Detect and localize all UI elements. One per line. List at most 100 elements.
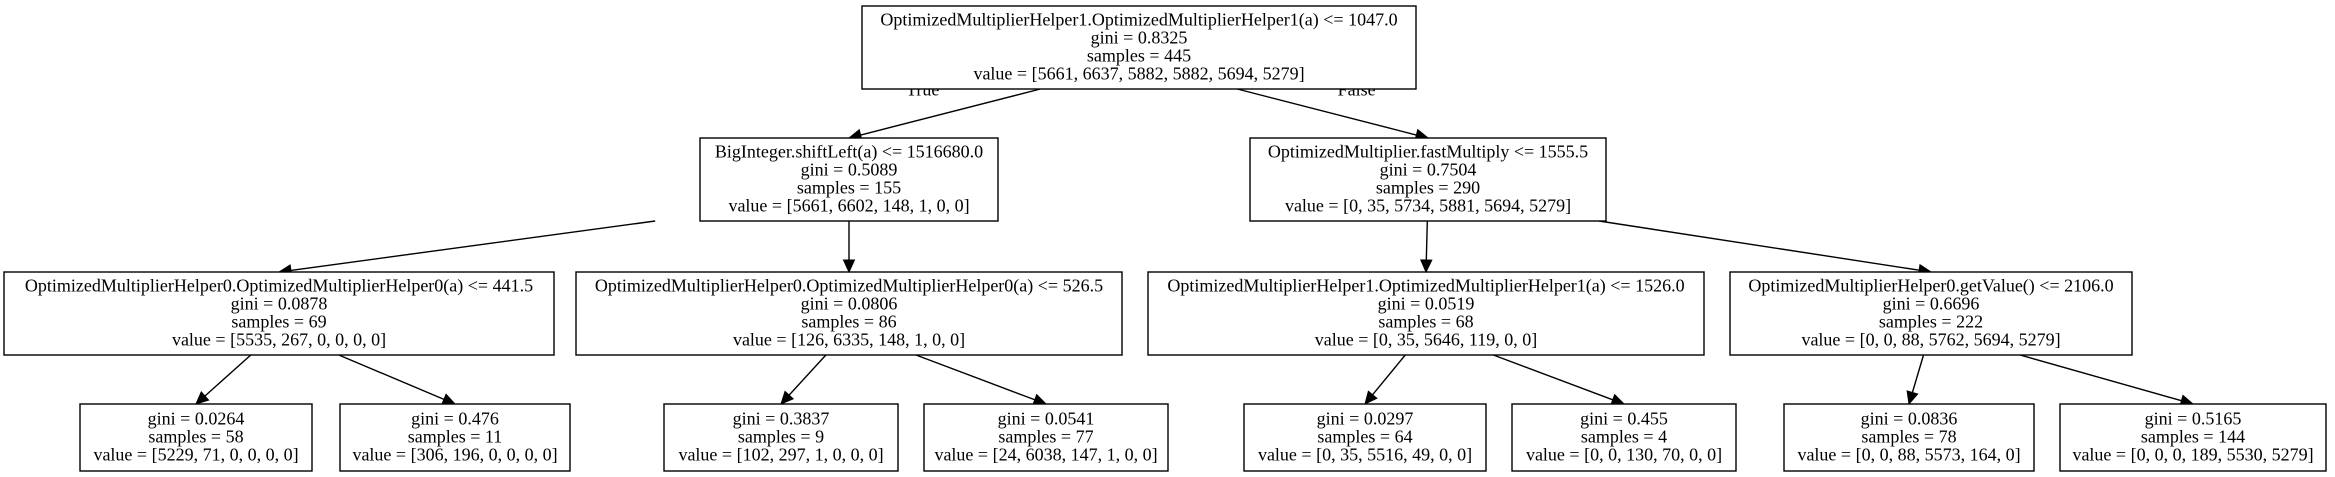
node-text-line: samples = 155 (797, 178, 901, 198)
tree-edge-n4-n9 (780, 354, 827, 405)
tree-node-n1: BigInteger.shiftLeft(a) <= 1516680.0gini… (699, 137, 999, 222)
node-box (1147, 271, 1705, 356)
node-text-line: value = [306, 196, 0, 0, 0, 0] (352, 445, 557, 465)
tree-edge-n6-n14 (2019, 354, 2195, 407)
edge-line (204, 354, 252, 397)
node-text-line: value = [126, 6335, 148, 1, 0, 0] (733, 330, 965, 350)
node-text-line: gini = 0.0878 (231, 294, 328, 314)
edge-line (788, 354, 827, 396)
node-text-line: samples = 58 (148, 427, 243, 447)
node-text-line: value = [5661, 6602, 148, 1, 0, 0] (728, 196, 969, 216)
node-text-line: samples = 86 (801, 312, 896, 332)
edge-line (2019, 354, 2182, 402)
node-text-line: OptimizedMultiplierHelper1.OptimizedMult… (880, 10, 1397, 31)
node-text-line: samples = 445 (1087, 46, 1191, 66)
tree-edge-n2-n5 (1420, 220, 1433, 274)
node-box (575, 271, 1123, 356)
node-text-line: value = [0, 0, 130, 70, 0, 0] (1526, 445, 1722, 465)
node-text-line: value = [5535, 267, 0, 0, 0, 0] (172, 330, 386, 350)
node-text-line: OptimizedMultiplier.fastMultiply <= 1555… (1268, 142, 1588, 162)
edge-line (860, 88, 1041, 136)
node-text-line: value = [5229, 71, 0, 0, 0, 0] (93, 445, 298, 465)
edge-line (1237, 88, 1417, 136)
node-box (923, 403, 1169, 472)
tree-node-n6: OptimizedMultiplierHelper0.getValue() <=… (1729, 271, 2133, 356)
node-box (2059, 403, 2327, 472)
tree-edge-n1-n4 (842, 221, 856, 274)
arrowhead-icon (441, 393, 457, 405)
tree-edge-n6-n13 (1906, 354, 1925, 406)
node-text-line: OptimizedMultiplierHelper0.OptimizedMult… (25, 276, 533, 297)
tree-node-n5: OptimizedMultiplierHelper1.OptimizedMult… (1147, 271, 1705, 356)
node-text-line: gini = 0.0264 (148, 409, 245, 429)
node-box (663, 403, 899, 472)
node-text-line: gini = 0.6696 (1883, 294, 1980, 314)
node-text-line: gini = 0.3837 (733, 409, 830, 429)
node-text-line: samples = 11 (408, 427, 502, 447)
node-text-line: gini = 0.5165 (2145, 409, 2242, 429)
node-box (1243, 403, 1487, 472)
edge-line (1372, 354, 1406, 396)
node-text-line: samples = 68 (1378, 312, 1473, 332)
node-text-line: samples = 4 (1581, 427, 1667, 447)
arrowhead-icon (780, 390, 795, 405)
node-text-line: samples = 77 (998, 427, 1093, 447)
node-text-line: samples = 290 (1376, 178, 1480, 198)
tree-edge-n5-n11 (1364, 354, 1406, 405)
node-text-line: gini = 0.476 (411, 409, 499, 429)
node-box (339, 403, 571, 472)
tree-node-n4: OptimizedMultiplierHelper0.OptimizedMult… (575, 271, 1123, 356)
node-text-line: value = [0, 0, 0, 189, 5530, 5279] (2072, 445, 2313, 465)
node-text-line: OptimizedMultiplierHelper0.getValue() <=… (1748, 276, 2113, 297)
tree-edge-n1-n3 (277, 220, 656, 277)
node-box (1249, 137, 1607, 222)
node-text-line: gini = 0.0836 (1861, 409, 1958, 429)
node-text-line: gini = 0.0297 (1317, 409, 1414, 429)
node-text-line: OptimizedMultiplierHelper1.OptimizedMult… (1167, 276, 1684, 297)
node-text-line: samples = 9 (738, 427, 824, 447)
edge-line (1425, 220, 1429, 261)
node-box (1783, 403, 2035, 472)
node-box (699, 137, 999, 222)
tree-edge-n5-n12 (1493, 354, 1626, 406)
edges-layer: TrueFalse (195, 80, 2195, 407)
node-text-line: value = [0, 0, 88, 5573, 164, 0] (1797, 445, 2020, 465)
node-text-line: value = [0, 0, 88, 5762, 5694, 5279] (1801, 330, 2060, 350)
edge-line (915, 354, 1036, 401)
node-box (79, 403, 313, 472)
node-text-line: gini = 0.0541 (998, 409, 1095, 429)
tree-node-n3: OptimizedMultiplierHelper0.OptimizedMult… (3, 271, 555, 356)
tree-edge-n3-n8 (338, 354, 457, 405)
node-text-line: gini = 0.455 (1580, 409, 1668, 429)
node-box (3, 271, 555, 356)
node-text-line: samples = 78 (1861, 427, 1956, 447)
node-text-line: gini = 0.7504 (1380, 160, 1477, 180)
node-text-line: gini = 0.0519 (1378, 294, 1475, 314)
node-text-line: value = [5661, 6637, 5882, 5882, 5694, 5… (973, 64, 1304, 84)
node-text-line: value = [0, 35, 5516, 49, 0, 0] (1258, 445, 1472, 465)
tree-edge-n3-n7 (195, 354, 252, 405)
arrowhead-icon (842, 259, 856, 274)
node-box (1729, 271, 2133, 356)
node-box (861, 5, 1417, 90)
edge-line (1493, 354, 1614, 401)
tree-edge-n2-n6 (1598, 220, 1933, 277)
arrowhead-icon (195, 390, 210, 405)
edge-line (1911, 354, 1925, 393)
arrowhead-icon (1364, 390, 1378, 405)
node-text-line: samples = 222 (1879, 312, 1983, 332)
nodes-layer: OptimizedMultiplierHelper1.OptimizedMult… (3, 5, 2327, 472)
arrowhead-icon (1906, 390, 1919, 406)
edge-line (290, 220, 656, 272)
node-text-line: value = [0, 35, 5734, 5881, 5694, 5279] (1285, 196, 1571, 216)
node-text-line: samples = 144 (2141, 427, 2245, 447)
